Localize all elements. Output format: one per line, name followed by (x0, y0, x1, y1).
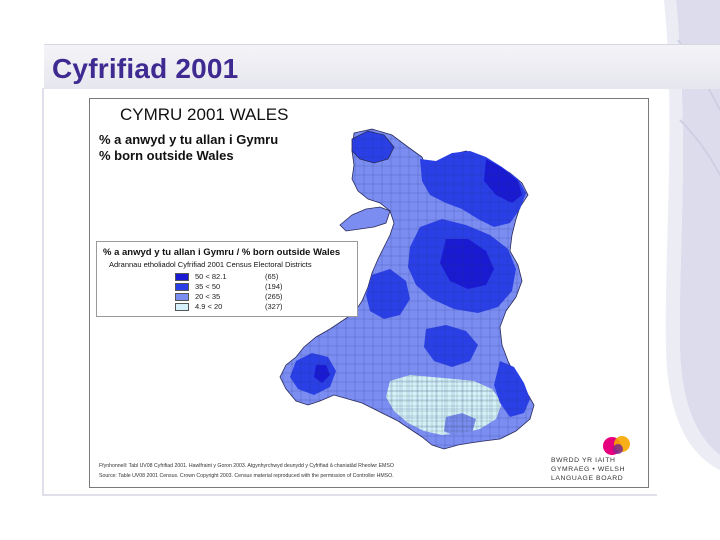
llyn-peninsula (339, 206, 391, 232)
slide-title: Cyfrifiad 2001 (52, 53, 239, 84)
logo-line-2: GYMRAEG • WELSH (551, 466, 626, 473)
legend-subtitle: Adrannau etholiadol Cyfrifiad 2001 Censu… (109, 260, 312, 269)
legend-title: % a anwyd y tu allan i Gymru / % born ou… (103, 247, 341, 258)
left-rule (42, 88, 44, 496)
speech-bubbles-icon (603, 436, 630, 455)
bottom-rule (42, 494, 657, 496)
legend-count: (265) (265, 292, 283, 301)
map-title: CYMRU 2001 WALES (120, 105, 289, 124)
credit-english: Source: Table UV08 2001 Census. Crown Co… (99, 473, 394, 479)
legend-count: (327) (265, 302, 283, 311)
legend-swatch (175, 283, 189, 291)
legend-range: 20 < 35 (195, 292, 221, 301)
map-legend: % a anwyd y tu allan i Gymru / % born ou… (96, 241, 358, 317)
wales-choropleth-map (279, 128, 535, 450)
map-subtitle-welsh: % a anwyd y tu allan i Gymru (99, 132, 279, 147)
title-bar (44, 44, 720, 89)
legend-range: 50 < 82.1 (195, 272, 227, 281)
legend-swatch (175, 273, 189, 281)
legend-range: 35 < 50 (195, 282, 221, 291)
legend-count: (194) (265, 282, 283, 291)
legend-swatch (175, 303, 189, 311)
credit-welsh: Ffynhonnell: Tabl UV08 Cyfrifiad 2001. H… (99, 463, 394, 469)
welsh-language-board-logo: BWRDD YR IAITH GYMRAEG • WELSH LANGUAGE … (548, 435, 644, 485)
legend-count: (65) (265, 272, 279, 281)
map-subtitle-english: % born outside Wales (99, 148, 234, 163)
logo-line-1: BWRDD YR IAITH (551, 457, 616, 464)
legend-swatch (175, 293, 189, 301)
legend-range: 4.9 < 20 (195, 302, 223, 311)
logo-line-3: LANGUAGE BOARD (551, 475, 624, 482)
map-figure: CYMRU 2001 WALES % a anwyd y tu allan i … (89, 98, 649, 488)
